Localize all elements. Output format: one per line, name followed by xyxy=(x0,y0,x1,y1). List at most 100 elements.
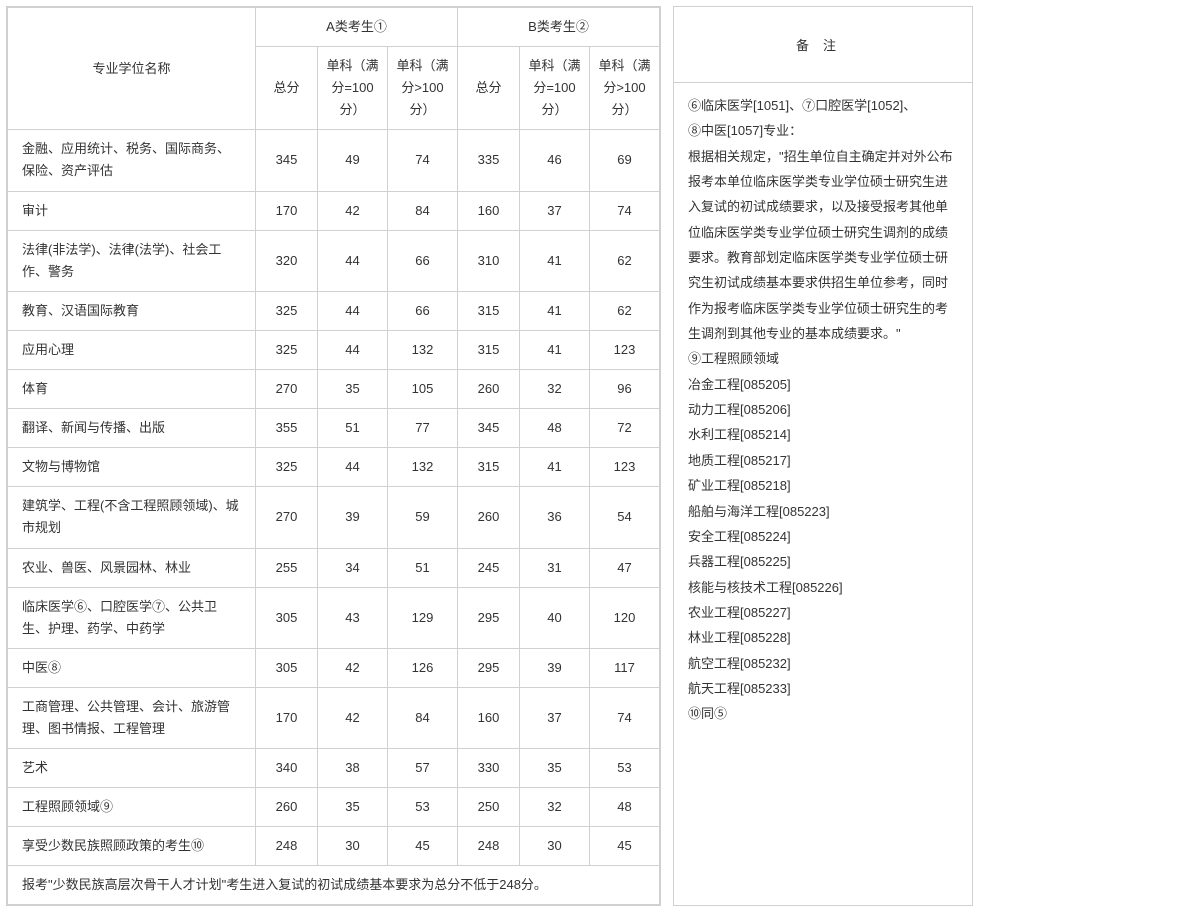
cell-value: 335 xyxy=(458,130,520,191)
cell-value: 248 xyxy=(458,827,520,866)
cell-value: 117 xyxy=(590,648,660,687)
cell-value: 295 xyxy=(458,648,520,687)
cell-value: 45 xyxy=(388,827,458,866)
cell-value: 30 xyxy=(318,827,388,866)
cell-value: 42 xyxy=(318,687,388,748)
table-row: 翻译、新闻与传播、出版35551773454872 xyxy=(8,409,660,448)
cell-value: 96 xyxy=(590,370,660,409)
cell-value: 345 xyxy=(458,409,520,448)
header-group-a: A类考生① xyxy=(256,8,458,47)
cell-name: 体育 xyxy=(8,370,256,409)
cell-value: 32 xyxy=(520,788,590,827)
notes-line: 林业工程[085228] xyxy=(688,625,958,650)
cell-value: 39 xyxy=(318,487,388,548)
header-a-subgt100: 单科（满分>100分） xyxy=(388,47,458,130)
cell-value: 305 xyxy=(256,648,318,687)
cell-name: 金融、应用统计、税务、国际商务、保险、资产评估 xyxy=(8,130,256,191)
cell-name: 工商管理、公共管理、会计、旅游管理、图书情报、工程管理 xyxy=(8,687,256,748)
cell-value: 49 xyxy=(318,130,388,191)
cell-value: 250 xyxy=(458,788,520,827)
cell-value: 129 xyxy=(388,587,458,648)
cell-value: 325 xyxy=(256,448,318,487)
cell-value: 54 xyxy=(590,487,660,548)
cell-value: 43 xyxy=(318,587,388,648)
table-row: 艺术34038573303553 xyxy=(8,749,660,788)
notes-line: 水利工程[085214] xyxy=(688,422,958,447)
cell-value: 170 xyxy=(256,687,318,748)
cell-value: 160 xyxy=(458,687,520,748)
cell-name: 法律(非法学)、法律(法学)、社会工作、警务 xyxy=(8,230,256,291)
cell-value: 325 xyxy=(256,330,318,369)
table-head: 专业学位名称 A类考生① B类考生② 总分 单科（满分=100分） 单科（满分>… xyxy=(8,8,660,130)
cell-value: 84 xyxy=(388,687,458,748)
notes-line: 矿业工程[085218] xyxy=(688,473,958,498)
notes-line: ⑥临床医学[1051]、⑦口腔医学[1052]、 xyxy=(688,93,958,118)
cell-value: 37 xyxy=(520,687,590,748)
notes-line: 兵器工程[085225] xyxy=(688,549,958,574)
cell-value: 330 xyxy=(458,749,520,788)
cell-value: 340 xyxy=(256,749,318,788)
cell-value: 62 xyxy=(590,230,660,291)
cell-value: 260 xyxy=(256,788,318,827)
cell-value: 355 xyxy=(256,409,318,448)
notes-panel: 备注 ⑥临床医学[1051]、⑦口腔医学[1052]、⑧中医[1057]专业：根… xyxy=(673,6,973,906)
table-row: 工程照顾领域⑨26035532503248 xyxy=(8,788,660,827)
cell-value: 53 xyxy=(590,749,660,788)
table-row: 法律(非法学)、法律(法学)、社会工作、警务32044663104162 xyxy=(8,230,660,291)
cell-value: 345 xyxy=(256,130,318,191)
cell-value: 123 xyxy=(590,330,660,369)
cell-value: 53 xyxy=(388,788,458,827)
cell-value: 120 xyxy=(590,587,660,648)
cell-value: 84 xyxy=(388,191,458,230)
cell-value: 44 xyxy=(318,330,388,369)
notes-line: 农业工程[085227] xyxy=(688,600,958,625)
notes-line: 地质工程[085217] xyxy=(688,448,958,473)
score-table-wrap: 专业学位名称 A类考生① B类考生② 总分 单科（满分=100分） 单科（满分>… xyxy=(6,6,661,906)
cell-value: 41 xyxy=(520,330,590,369)
cell-value: 48 xyxy=(590,788,660,827)
page-container: 专业学位名称 A类考生① B类考生② 总分 单科（满分=100分） 单科（满分>… xyxy=(6,6,1178,906)
cell-value: 34 xyxy=(318,548,388,587)
cell-value: 31 xyxy=(520,548,590,587)
cell-name: 中医⑧ xyxy=(8,648,256,687)
cell-name: 农业、兽医、风景园林、林业 xyxy=(8,548,256,587)
cell-value: 42 xyxy=(318,191,388,230)
notes-line: ⑨工程照顾领域 xyxy=(688,346,958,371)
notes-line: 安全工程[085224] xyxy=(688,524,958,549)
table-row: 应用心理3254413231541123 xyxy=(8,330,660,369)
cell-name: 享受少数民族照顾政策的考生⑩ xyxy=(8,827,256,866)
cell-value: 132 xyxy=(388,448,458,487)
cell-value: 46 xyxy=(520,130,590,191)
cell-value: 170 xyxy=(256,191,318,230)
cell-value: 35 xyxy=(318,788,388,827)
cell-value: 260 xyxy=(458,487,520,548)
cell-value: 44 xyxy=(318,230,388,291)
notes-line: 动力工程[085206] xyxy=(688,397,958,422)
cell-name: 翻译、新闻与传播、出版 xyxy=(8,409,256,448)
cell-value: 245 xyxy=(458,548,520,587)
cell-value: 66 xyxy=(388,230,458,291)
table-row: 审计17042841603774 xyxy=(8,191,660,230)
cell-value: 320 xyxy=(256,230,318,291)
cell-value: 69 xyxy=(590,130,660,191)
header-b-total: 总分 xyxy=(458,47,520,130)
table-row: 体育270351052603296 xyxy=(8,370,660,409)
header-b-sub100: 单科（满分=100分） xyxy=(520,47,590,130)
cell-value: 160 xyxy=(458,191,520,230)
cell-name: 工程照顾领域⑨ xyxy=(8,788,256,827)
cell-name: 应用心理 xyxy=(8,330,256,369)
cell-value: 62 xyxy=(590,291,660,330)
cell-value: 41 xyxy=(520,448,590,487)
cell-name: 临床医学⑥、口腔医学⑦、公共卫生、护理、药学、中药学 xyxy=(8,587,256,648)
notes-line: 船舶与海洋工程[085223] xyxy=(688,499,958,524)
cell-value: 310 xyxy=(458,230,520,291)
cell-value: 35 xyxy=(520,749,590,788)
cell-value: 35 xyxy=(318,370,388,409)
notes-body: ⑥临床医学[1051]、⑦口腔医学[1052]、⑧中医[1057]专业：根据相关… xyxy=(674,83,972,737)
table-body: 金融、应用统计、税务、国际商务、保险、资产评估34549743354669审计1… xyxy=(8,130,660,866)
cell-value: 45 xyxy=(590,827,660,866)
cell-value: 66 xyxy=(388,291,458,330)
table-row: 教育、汉语国际教育32544663154162 xyxy=(8,291,660,330)
notes-line: 冶金工程[085205] xyxy=(688,372,958,397)
score-table: 专业学位名称 A类考生① B类考生② 总分 单科（满分=100分） 单科（满分>… xyxy=(7,7,660,905)
